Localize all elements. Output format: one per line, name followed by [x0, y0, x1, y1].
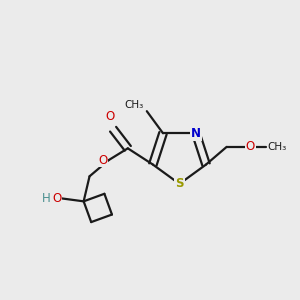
Text: O: O	[246, 140, 255, 153]
Text: CH₃: CH₃	[124, 100, 144, 110]
Text: H: H	[42, 192, 50, 205]
Text: CH₃: CH₃	[267, 142, 286, 152]
Text: O: O	[106, 110, 115, 123]
Text: S: S	[175, 177, 184, 190]
Text: O: O	[98, 154, 107, 166]
Text: N: N	[191, 127, 201, 140]
Text: O: O	[52, 192, 62, 205]
